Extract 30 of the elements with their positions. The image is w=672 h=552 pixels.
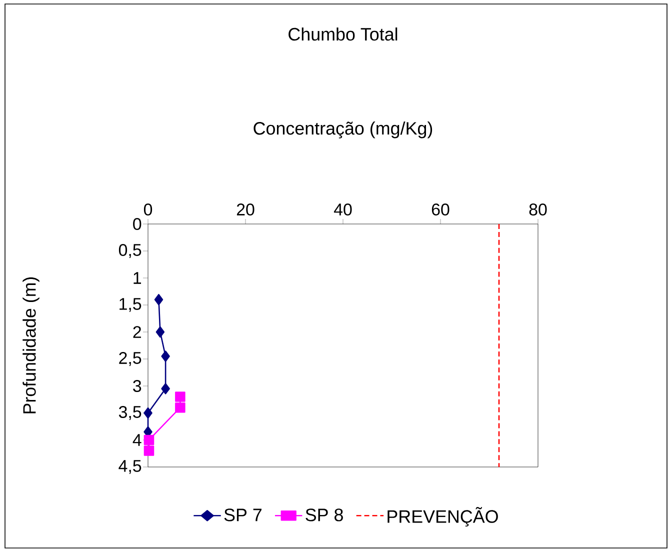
y-tick-label: 2 xyxy=(133,326,141,338)
point xyxy=(175,402,186,413)
legend-label: SP 8 xyxy=(306,508,343,522)
x-tick-label: 20 xyxy=(236,203,254,216)
point xyxy=(154,294,164,306)
point xyxy=(144,407,152,419)
y-tick-label: 2,5 xyxy=(119,352,142,366)
point xyxy=(144,434,154,446)
chart-title: Chumbo Total xyxy=(288,27,398,41)
point xyxy=(161,350,170,362)
y-tick-label: 3,5 xyxy=(118,406,142,420)
y-tick-label: 3 xyxy=(133,380,142,392)
x-axis-title: Concentração (mg/Kg) xyxy=(254,122,432,138)
x-tick-label: 40 xyxy=(334,203,352,216)
point xyxy=(175,392,186,402)
x-tick-label: 60 xyxy=(432,203,450,216)
y-tick-label: 1,5 xyxy=(120,298,142,312)
y-tick-label: 0,5 xyxy=(118,244,142,258)
x-tick-label: 0 xyxy=(144,203,152,216)
y-axis-title: Profundidade (m) xyxy=(22,277,40,414)
x-tick-label: 80 xyxy=(529,203,547,216)
point xyxy=(161,383,170,394)
point xyxy=(156,326,165,338)
y-tick-label: 4,5 xyxy=(118,460,142,474)
y-tick-label: 1 xyxy=(134,272,142,284)
y-tick-label: 4 xyxy=(132,434,142,446)
legend-label: SP 7 xyxy=(224,508,262,522)
y-tick-label: 0 xyxy=(133,218,142,230)
point xyxy=(144,446,154,456)
legend-label: PREVENÇÃO xyxy=(388,506,498,527)
